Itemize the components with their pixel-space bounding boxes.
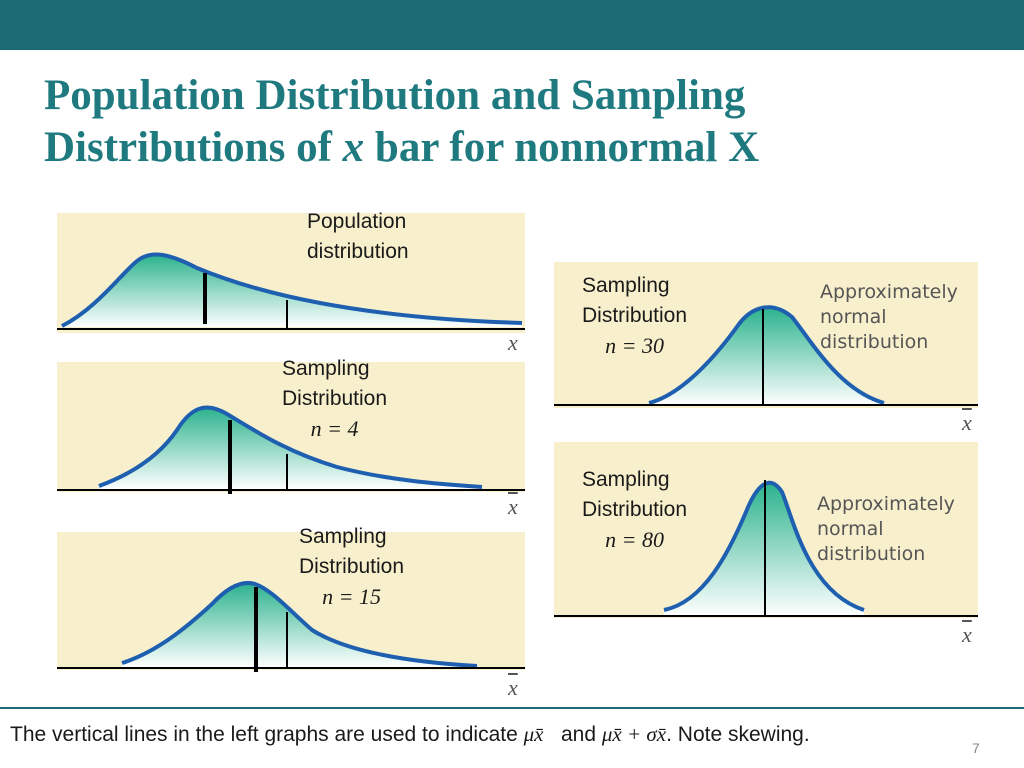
n15-curve xyxy=(121,581,478,668)
population-curve xyxy=(61,252,523,328)
population-axis-label: x xyxy=(508,330,518,355)
n80-axis-label: x xyxy=(962,622,972,647)
n4-axis-label: x xyxy=(508,494,518,519)
title-line-2-start: Distributions of xyxy=(44,124,343,171)
page-number: 7 xyxy=(972,740,980,756)
title-line-2-end: bar for nonnormal X xyxy=(364,124,760,171)
n15-axis-label: x xyxy=(508,675,518,700)
slide-caption: The vertical lines in the left graphs ar… xyxy=(10,722,810,746)
sampling-n80-panel xyxy=(554,442,978,618)
title-line-1: Population Distribution and Sampling xyxy=(44,72,746,119)
n30-fill xyxy=(649,307,884,405)
title-variable: x xyxy=(342,124,365,171)
n80-annotation: Approximately normal distribution xyxy=(817,493,955,565)
n4-curve xyxy=(98,405,483,489)
n15-label: Sampling Distribution n = 15 xyxy=(299,525,405,609)
n30-curve xyxy=(648,305,885,405)
population-label: Population distribution xyxy=(307,210,409,263)
n30-annotation: Approximately normal distribution xyxy=(820,281,958,353)
n80-label: Sampling Distribution n = 80 xyxy=(582,468,688,552)
slide-title: Population Distribution and Sampling Dis… xyxy=(44,70,759,174)
n4-label: Sampling Distribution n = 4 xyxy=(282,357,388,441)
sampling-n15-panel xyxy=(57,532,525,672)
sampling-n4-panel xyxy=(57,362,525,494)
n4-fill xyxy=(99,407,482,489)
n30-label: Sampling Distribution n = 30 xyxy=(582,274,688,358)
population-fill xyxy=(62,254,522,327)
footer-divider xyxy=(0,707,1024,709)
header-bar xyxy=(0,0,1024,50)
n15-fill xyxy=(122,582,477,667)
n30-axis-label: x xyxy=(962,410,972,435)
sampling-n30-panel xyxy=(554,262,978,408)
population-distribution-panel xyxy=(57,213,525,333)
